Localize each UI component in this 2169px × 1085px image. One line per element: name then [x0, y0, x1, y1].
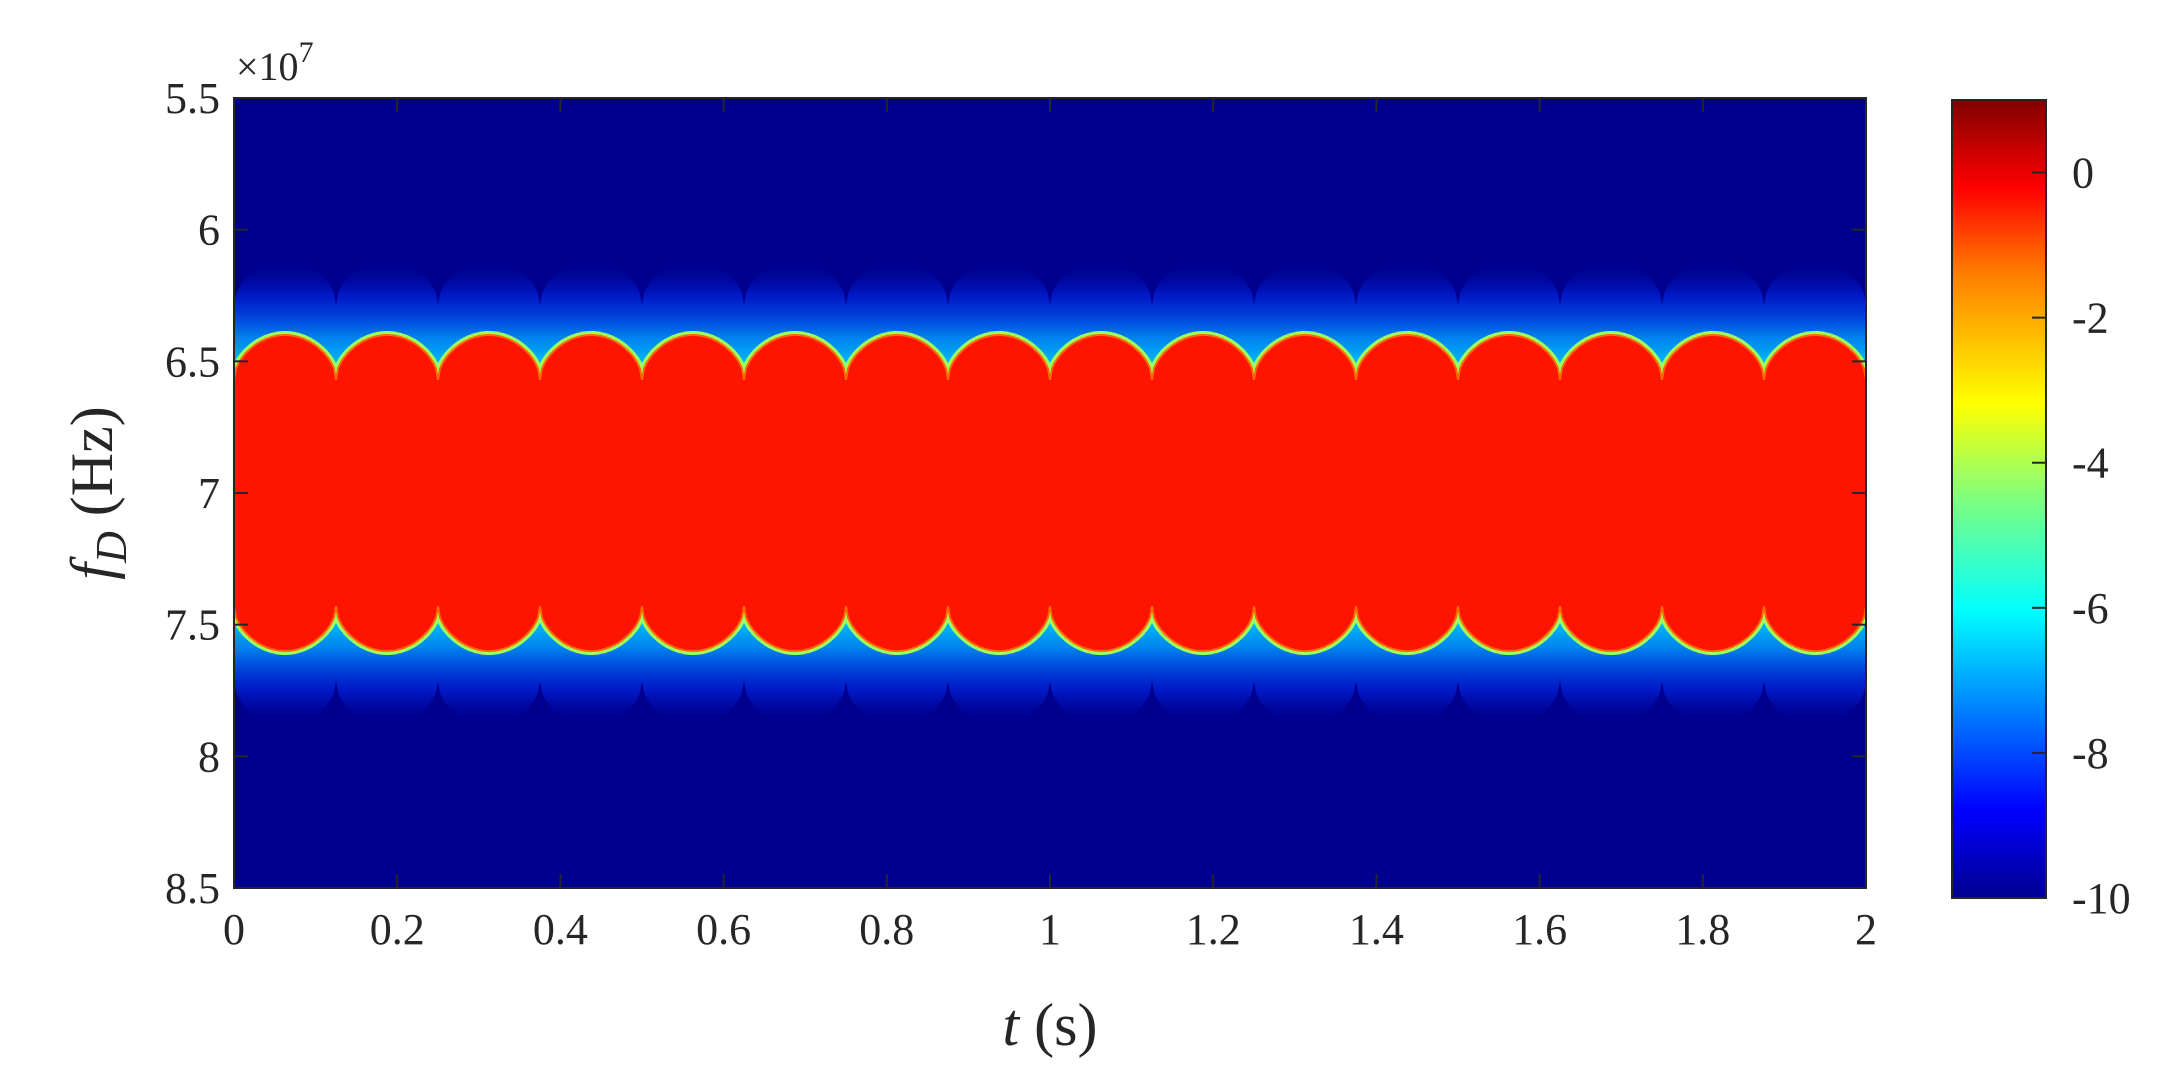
x-tick-label: 0 [223, 905, 245, 954]
y-tick-label: 8.5 [165, 864, 220, 913]
colorbar-tick-label: -4 [2072, 439, 2109, 488]
y-tick-label: 7.5 [165, 601, 220, 650]
x-tick-label: 1.6 [1512, 905, 1567, 954]
plot-area [233, 97, 1867, 889]
colorbar-tick-label: 0 [2072, 149, 2094, 198]
y-tick-label: 7 [198, 469, 220, 518]
band-core [234, 334, 1866, 652]
colorbar-ticks: 0 -2 -4 -6 -8 -10 [2032, 149, 2131, 923]
y-axis-ticks: 5.5 6 6.5 7 7.5 8 8.5 [165, 74, 1866, 913]
band-glow-bottom [234, 606, 1866, 726]
y-exponent-label: ×107 [236, 36, 314, 89]
x-axis-ticks: 0 0.2 0.4 0.6 0.8 1 1.2 1.4 1.6 1.8 2 [223, 98, 1877, 954]
x-tick-label: 1.4 [1349, 905, 1404, 954]
colorbar-tick-label: -10 [2072, 874, 2131, 923]
band-glow-top [234, 260, 1866, 380]
colorbar: 0 -2 -4 -6 -8 -10 [1951, 99, 2131, 923]
y-tick-label: 6 [198, 206, 220, 255]
x-tick-label: 0.2 [370, 905, 425, 954]
y-axis-label: fD (Hz) [59, 406, 136, 579]
colorbar-tick-label: -8 [2072, 729, 2109, 778]
x-tick-label: 1.8 [1675, 905, 1730, 954]
x-axis-label: t (s) [1003, 992, 1098, 1058]
x-tick-label: 1.2 [1186, 905, 1241, 954]
y-tick-label: 6.5 [165, 337, 220, 386]
colorbar-tick-label: -2 [2072, 294, 2109, 343]
heatmap-signal [234, 260, 1866, 726]
colorbar-tick-label: -6 [2072, 584, 2109, 633]
x-tick-label: 0.6 [696, 905, 751, 954]
x-tick-label: 2 [1855, 905, 1877, 954]
x-tick-label: 1 [1039, 905, 1061, 954]
y-tick-label: 5.5 [165, 74, 220, 123]
x-tick-label: 0.8 [859, 905, 914, 954]
x-tick-label: 0.4 [533, 905, 588, 954]
colorbar-gradient [1951, 99, 2047, 899]
y-tick-label: 8 [198, 732, 220, 781]
